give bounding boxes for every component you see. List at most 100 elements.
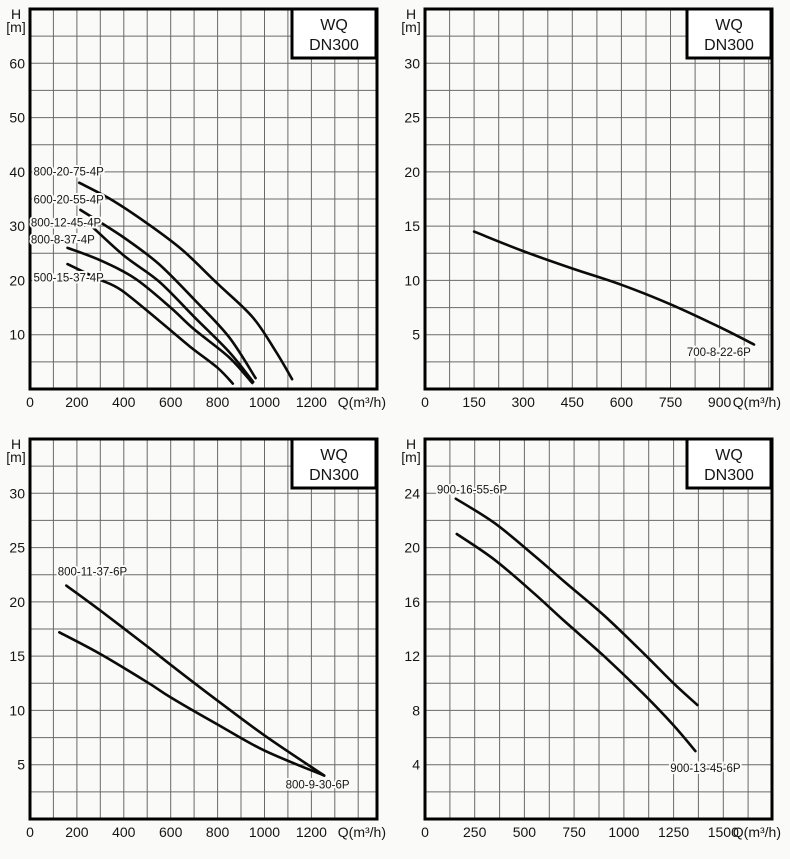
y-axis-title-line2: [m] [6,449,25,465]
x-tick-label: 600 [610,394,634,410]
y-tick-label: 16 [404,594,420,610]
x-tick-label: 500 [513,824,537,840]
curve-label-900-16-55-6P: 900-16-55-6P [437,485,508,497]
x-tick-label: 450 [561,394,585,410]
y-tick-label: 5 [412,327,420,343]
y-tick-label: 20 [404,540,420,556]
model-badge-line1: WQ [320,17,348,34]
chart-panel-top-right: H [m] 5 10 15 20 25 30 0 150 300 450 600 750 900 Q(m³/h… [395,0,790,430]
y-tick-labels: 5 10 15 20 25 30 [404,55,420,342]
y-axis-title-line1: H [11,436,21,452]
y-axis-title-line2: [m] [401,19,420,35]
model-badge-line1: WQ [320,447,348,464]
x-tick-label: 600 [159,394,183,410]
y-tick-label: 10 [9,327,25,343]
x-tick-label: 0 [421,824,429,840]
x-tick-label: 250 [463,824,487,840]
y-axis-title: H[m] [6,6,25,35]
model-badge: WQ DN300 [685,7,773,60]
x-axis-unit-label: Q(m³/h) [733,394,781,410]
x-tick-label: 150 [462,394,486,410]
y-tick-label: 4 [412,757,420,773]
curve-800-8-37-4P [66,246,254,385]
curve-600-20-55-4P [79,208,257,380]
y-tick-label: 30 [9,218,25,234]
x-tick-label: 300 [512,394,536,410]
y-tick-label: 8 [412,702,420,718]
y-tick-label: 25 [404,110,420,126]
curve-label-900-13-45-6P: 900-13-45-6P [670,763,741,775]
grid-lines [30,9,377,389]
model-badge-line2: DN300 [309,37,359,54]
x-tick-labels: 0 250 500 750 1000 1250 1500 [421,824,739,840]
grid-lines [425,439,772,819]
curve-label-700-8-22-6P: 700-8-22-6P [687,347,751,359]
curve-label-600-20-55-4P: 600-20-55-4P [34,195,105,207]
curve-label-800-20-75-4P: 800-20-75-4P [34,166,105,178]
y-tick-label: 12 [404,648,420,664]
y-axis-title-line1: H [406,436,416,452]
x-tick-labels: 0 200 400 600 800 1000 1200 [26,824,327,840]
x-tick-label: 0 [421,394,429,410]
curve-label-800-12-45-4P: 800-12-45-4P [31,217,102,229]
plot-frame [28,7,379,391]
y-axis-title-line2: [m] [6,19,25,35]
x-tick-label: 200 [65,824,89,840]
model-badge-line2: DN300 [704,467,754,484]
pump-chart-bottom-left: H[m] 5 10 15 20 25 30 0 200 400 600 800 1000 1200 Q(m³… [6,436,386,840]
curve-label-500-15-37-4P: 500-15-37-4P [34,272,105,284]
curve-label-800-8-37-4P: 800-8-37-4P [31,234,95,246]
y-tick-label: 10 [9,702,25,718]
pump-chart-bottom-right: H[m] 4 8 12 16 20 24 0 250 500 750 1000 1250 1500Q(m³… [401,436,781,840]
x-axis-unit-label: Q(m³/h) [338,394,386,410]
curve-800-9-30-6P [58,631,326,777]
y-axis-title-line2: [m] [401,449,420,465]
model-badge-line2: DN300 [309,467,359,484]
x-tick-label: 1000 [249,824,280,840]
y-tick-label: 24 [404,485,420,501]
grid-lines [30,439,377,819]
model-badge-box [290,437,378,490]
y-axis-title: H[m] [401,6,420,35]
curve-900-16-55-6P [454,497,699,707]
y-tick-label: 40 [9,164,25,180]
x-axis-unit-label: Q(m³/h) [338,824,386,840]
x-axis-unit-label: Q(m³/h) [733,824,781,840]
x-tick-label: 0 [26,394,34,410]
x-tick-label: 1250 [658,824,689,840]
curve-label-800-9-30-6P: 800-9-30-6P [286,779,350,791]
y-tick-label: 30 [9,485,25,501]
plot-frame [423,7,774,391]
x-tick-labels: 0 200 400 600 800 1000 1200 [26,394,327,410]
x-tick-label: 400 [112,394,136,410]
x-tick-label: 600 [159,824,183,840]
chart-panel-bottom-right: H [m] 4 8 12 16 20 24 0 250 500 750 1000 1250 1500 Q(m³… [395,430,790,859]
y-tick-label: 20 [9,272,25,288]
x-tick-label: 750 [659,394,683,410]
y-tick-label: 10 [404,272,420,288]
model-badge-box [290,7,378,60]
x-tick-label: 1000 [608,824,639,840]
model-badge: WQ DN300 [290,437,378,490]
curve-800-11-37-6P [65,584,326,777]
plot-frame [423,437,774,821]
y-tick-labels: 4 8 12 16 20 24 [404,485,420,772]
y-tick-label: 5 [17,757,25,773]
curve-900-13-45-6P [455,532,697,753]
y-tick-label: 50 [9,110,25,126]
x-tick-label: 800 [206,824,230,840]
y-tick-labels: 5 10 15 20 25 30 [9,485,25,772]
x-tick-label: 800 [206,394,230,410]
y-tick-label: 20 [404,164,420,180]
chart-panel-bottom-left: H [m] 5 10 15 20 25 30 0 200 400 600 800 1000 1200 Q(m³… [0,430,395,859]
x-tick-label: 1200 [296,394,327,410]
x-tick-label: 1500 [708,824,739,840]
y-axis-title-line1: H [11,6,21,22]
y-tick-labels: 10 20 30 40 50 60 [9,55,25,342]
x-tick-label: 1200 [296,824,327,840]
x-tick-label: 1000 [249,394,280,410]
y-axis-title-line1: H [406,6,416,22]
model-badge: WQ DN300 [685,437,773,490]
